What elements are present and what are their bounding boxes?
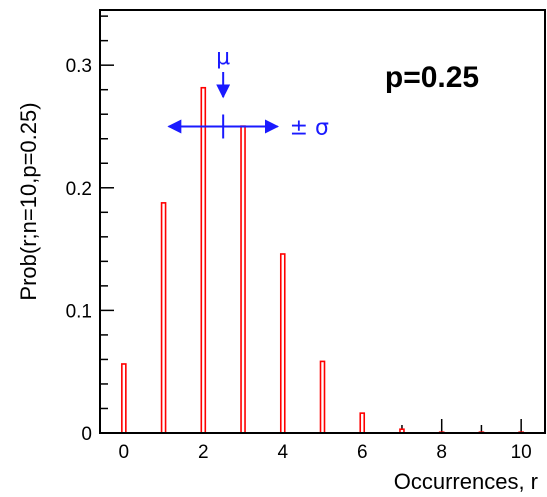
x-tick-label: 10	[511, 442, 532, 463]
plot-frame	[99, 9, 546, 434]
bar-r-2	[200, 86, 207, 434]
bar-r-1	[160, 202, 167, 434]
tick-labels: 0 2 4 6 8 10 0 0.1 0.2 0.3	[66, 56, 532, 463]
y-tick-label: 0.2	[66, 179, 92, 200]
x-axis-label: Occurrences, r	[394, 469, 538, 494]
bar-r-4	[279, 253, 286, 434]
x-tick-label: 0	[119, 442, 130, 463]
p-value-label: p=0.25	[385, 61, 479, 94]
bar-r-6	[359, 412, 366, 434]
bar-r-5	[319, 360, 326, 434]
y-axis-label: Prob(r;n=10,p=0.25)	[16, 102, 41, 300]
x-tick-label: 6	[357, 442, 368, 463]
mu-label: μ	[216, 45, 230, 70]
y-tick-label: 0	[81, 424, 92, 445]
x-tick-label: 8	[436, 442, 447, 463]
bar-r-3	[240, 125, 246, 434]
annotations	[167, 72, 280, 139]
y-tick-label: 0.1	[66, 301, 92, 322]
x-tick-label: 2	[198, 442, 209, 463]
x-tick-label: 4	[277, 442, 288, 463]
y-tick-label: 0.3	[66, 56, 92, 77]
bar-r-0	[121, 363, 127, 434]
sigma-label: ± σ	[290, 115, 329, 140]
